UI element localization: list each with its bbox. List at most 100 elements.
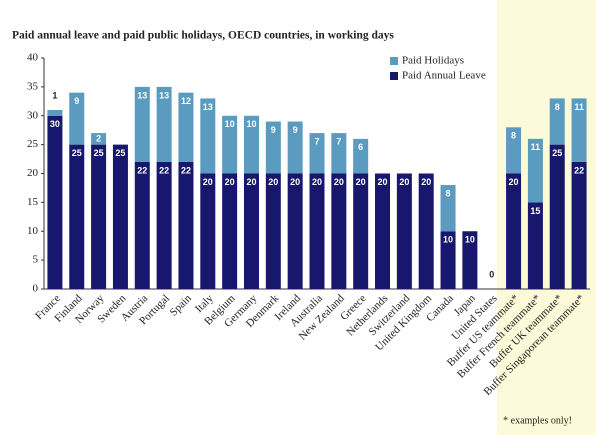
value-label: 20 [509, 177, 519, 187]
bar-segment [375, 173, 391, 289]
value-label: 25 [72, 148, 82, 158]
value-label: 11 [574, 102, 584, 112]
bar-segment [331, 173, 347, 289]
chart-title: Paid annual leave and paid public holida… [12, 30, 394, 42]
value-label: 20 [268, 177, 278, 187]
value-label: 20 [246, 177, 256, 187]
bar-segment [112, 144, 128, 289]
bar-segment [222, 173, 238, 289]
value-label: 22 [137, 165, 147, 175]
value-label: 12 [181, 96, 191, 106]
bar-segment [222, 115, 238, 174]
value-label: 20 [225, 177, 235, 187]
value-label: 20 [378, 177, 388, 187]
value-label: 6 [358, 142, 363, 152]
bar-segment [549, 144, 565, 289]
bar-segment [243, 173, 259, 289]
value-label: 10 [246, 119, 256, 129]
footnote: * examples only! [503, 415, 572, 426]
value-label: 22 [181, 165, 191, 175]
value-label: 20 [421, 177, 431, 187]
value-label: 7 [314, 136, 319, 146]
bar-segment [200, 173, 216, 289]
bar-segment [309, 173, 325, 289]
bar-segment [309, 133, 325, 174]
bar-segment [265, 173, 281, 289]
legend-label: Paid Holidays [402, 55, 464, 67]
bar-segment [418, 173, 434, 289]
value-label: 15 [530, 206, 540, 216]
bar-segment [91, 144, 107, 289]
bar-segment [91, 133, 107, 145]
value-label: 25 [552, 148, 562, 158]
bar-segment [47, 115, 63, 289]
bar-segment [265, 121, 281, 174]
value-label: 11 [531, 142, 541, 152]
x-tick-label: Spain [168, 292, 195, 319]
bar-segment [506, 127, 522, 174]
bar-segment [134, 86, 150, 162]
value-label: 9 [271, 125, 276, 135]
y-tick-label: 15 [27, 196, 39, 208]
y-tick-label: 30 [27, 109, 39, 121]
value-label: 10 [465, 235, 475, 245]
bar-segment [440, 185, 456, 232]
bar-segment [156, 161, 172, 289]
value-label: 22 [159, 165, 169, 175]
bar-segment [69, 92, 85, 145]
bar-segment [571, 98, 587, 162]
value-label: 25 [115, 148, 125, 158]
value-label: 1 [52, 90, 57, 100]
value-label: 2 [96, 134, 101, 144]
bar-segment [527, 202, 543, 289]
value-label: 10 [443, 235, 453, 245]
bar-segment [353, 173, 369, 289]
value-label: 30 [50, 119, 60, 129]
value-label: 20 [334, 177, 344, 187]
x-tick-group: Spain [168, 292, 195, 319]
value-label: 20 [356, 177, 366, 187]
bar-segment [134, 161, 150, 289]
y-tick-label: 10 [27, 225, 39, 237]
value-label: 7 [336, 136, 341, 146]
y-tick-label: 5 [33, 254, 39, 266]
legend-swatch [390, 72, 398, 80]
value-label: 22 [574, 165, 584, 175]
value-label: 8 [446, 188, 451, 198]
value-label: 13 [159, 90, 169, 100]
bar-segment [440, 231, 456, 289]
bar-segment [287, 121, 303, 174]
value-label: 20 [399, 177, 409, 187]
value-label: 9 [293, 125, 298, 135]
bar-segment [571, 161, 587, 289]
bar-segment [549, 98, 565, 145]
bar-segment [178, 92, 194, 162]
y-tick-label: 40 [27, 52, 39, 64]
bar-segment [243, 115, 259, 174]
value-label: 20 [203, 177, 213, 187]
bar-segment [287, 173, 303, 289]
value-label: 10 [225, 119, 235, 129]
value-label: 25 [94, 148, 104, 158]
bar-segment [353, 138, 369, 174]
bar-segment [47, 109, 63, 116]
bar-segment [69, 144, 85, 289]
value-label: 8 [511, 131, 516, 141]
bar-segment [178, 161, 194, 289]
bar-segment [462, 231, 478, 289]
value-label: 13 [137, 90, 147, 100]
legend-swatch [390, 57, 398, 65]
y-tick-label: 0 [33, 283, 39, 295]
value-label: 20 [290, 177, 300, 187]
bar-segment [527, 138, 543, 203]
value-label: 9 [74, 96, 79, 106]
y-tick-label: 35 [27, 80, 39, 92]
bar-segment [331, 133, 347, 174]
y-tick-label: 20 [27, 167, 39, 179]
value-label: 8 [555, 102, 560, 112]
bar-segment [200, 98, 216, 174]
bar-segment [506, 173, 522, 289]
value-label: 20 [312, 177, 322, 187]
bar-segment [156, 86, 172, 162]
y-tick-label: 25 [27, 138, 39, 150]
